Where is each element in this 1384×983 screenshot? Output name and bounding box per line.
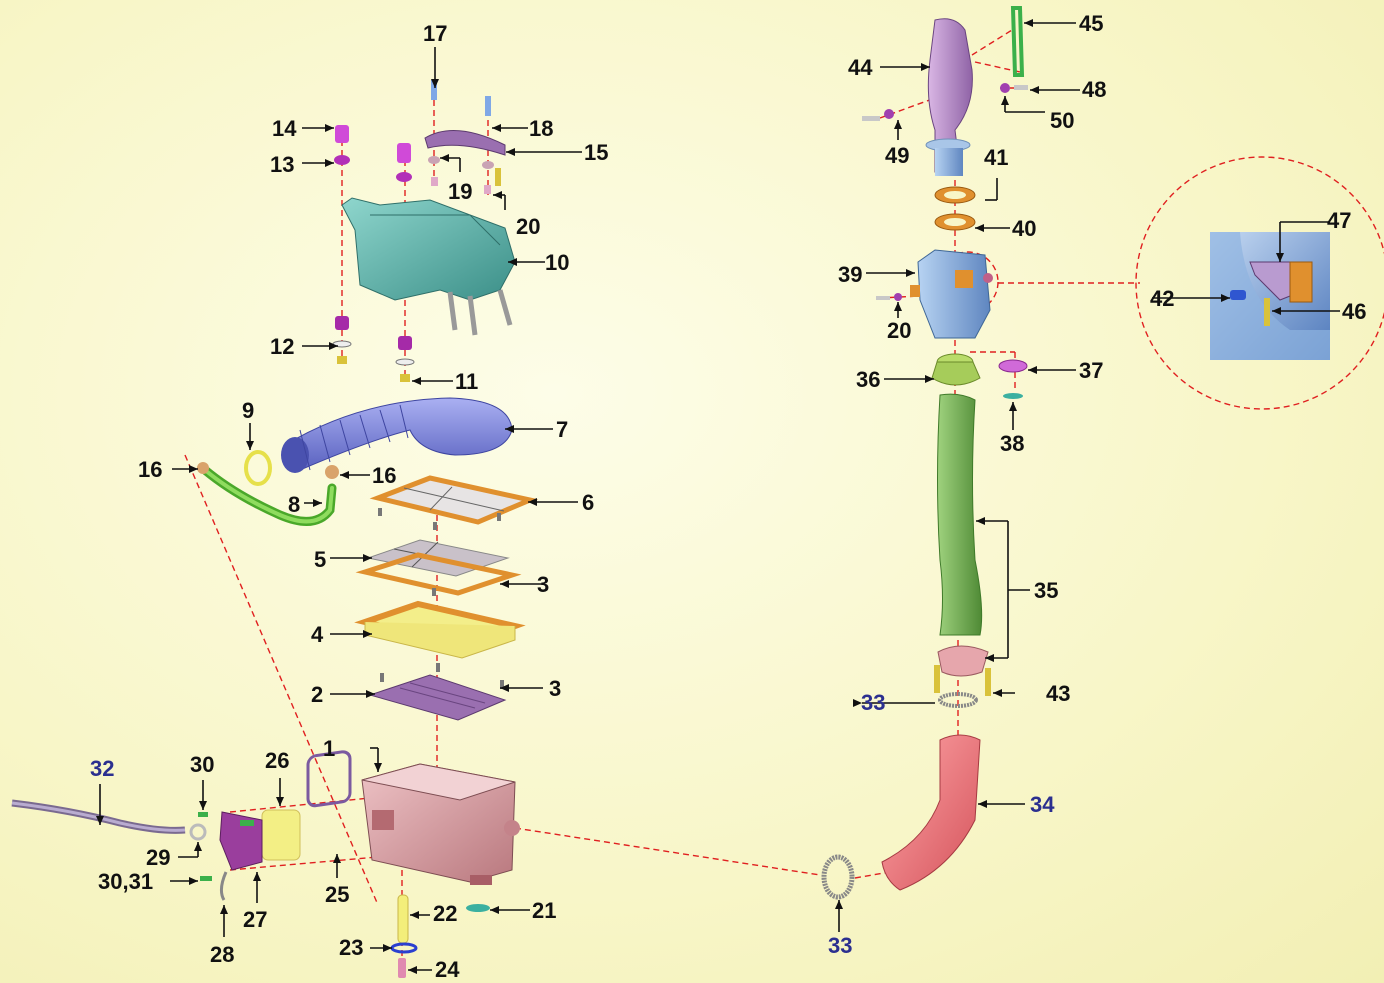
side-filter — [261, 809, 301, 861]
callout-46: 46 — [1342, 299, 1366, 324]
callout-30-31: 30,31 — [98, 869, 153, 894]
callout-15: 15 — [584, 140, 608, 165]
filter-tray — [368, 674, 507, 721]
callout-3-lower: 3 — [549, 676, 561, 701]
air-filter-element — [354, 600, 526, 659]
callout-12: 12 — [270, 334, 294, 359]
callout-36: 36 — [856, 367, 880, 392]
callout-26: 26 — [265, 748, 289, 773]
air-box-cover — [341, 197, 516, 336]
callout-17: 17 — [423, 21, 447, 46]
drain-tube — [397, 894, 409, 944]
throttle-body — [910, 249, 993, 339]
filter-frame — [355, 552, 522, 596]
callout-37: 37 — [1079, 358, 1103, 383]
intake-duct — [281, 397, 513, 473]
callout-27: 27 — [243, 907, 267, 932]
callout-10: 10 — [545, 250, 569, 275]
callout-33-lower: 33 — [828, 933, 852, 958]
callout-43: 43 — [1046, 681, 1070, 706]
callout-9: 9 — [242, 398, 254, 423]
callout-42: 42 — [1150, 286, 1174, 311]
callout-18: 18 — [529, 116, 553, 141]
callout-49: 49 — [885, 143, 909, 168]
callout-11: 11 — [455, 369, 478, 394]
side-cover — [219, 811, 263, 871]
callout-19: 19 — [448, 179, 472, 204]
callout-4: 4 — [311, 622, 324, 647]
bracket-and-fasteners — [424, 80, 506, 194]
callout-1: 1 — [323, 736, 335, 761]
callout-5: 5 — [314, 547, 326, 572]
leader-lines — [96, 19, 1340, 974]
air-box-housing — [361, 763, 520, 885]
callout-7: 7 — [556, 417, 568, 442]
callout-48: 48 — [1082, 77, 1106, 102]
callout-8: 8 — [288, 492, 300, 517]
upper-intake-duct — [927, 18, 973, 173]
callout-20-right: 20 — [887, 318, 911, 343]
callout-23: 23 — [339, 935, 363, 960]
callout-20-left: 20 — [516, 214, 540, 239]
parts — [11, 6, 1330, 978]
callout-41: 41 — [984, 145, 1008, 170]
callout-28: 28 — [210, 942, 234, 967]
side-gasket — [306, 750, 352, 808]
callout-numbers: 1 2 3 3 4 5 6 7 8 9 10 11 12 13 14 15 16… — [90, 11, 1366, 982]
intake-snorkel — [937, 393, 983, 636]
callout-30: 30 — [190, 752, 214, 777]
hose-clamp-lower — [821, 854, 855, 900]
callout-25: 25 — [325, 882, 349, 907]
callout-13: 13 — [270, 152, 294, 177]
callout-22: 22 — [433, 901, 457, 926]
callout-47: 47 — [1327, 208, 1351, 233]
drain-grommet — [466, 904, 490, 912]
hose-clamp — [244, 450, 272, 486]
hose-clamp-upper — [938, 692, 978, 708]
callout-33-upper: 33 — [861, 690, 885, 715]
callout-50: 50 — [1050, 108, 1074, 133]
grommets — [332, 125, 415, 382]
top-seal — [1010, 6, 1025, 77]
callout-14: 14 — [272, 116, 297, 141]
callout-34: 34 — [1030, 792, 1055, 817]
callout-35: 35 — [1034, 578, 1058, 603]
callout-32: 32 — [90, 756, 114, 781]
throttle-boot — [931, 353, 981, 386]
callout-44: 44 — [848, 55, 873, 80]
callout-24: 24 — [435, 957, 460, 982]
callout-6: 6 — [582, 490, 594, 515]
callout-29: 29 — [146, 845, 170, 870]
flange — [937, 645, 989, 677]
callout-16-left: 16 — [138, 457, 162, 482]
callout-38: 38 — [1000, 431, 1024, 456]
dashed-guides — [184, 29, 1384, 975]
filter-frame-top — [369, 475, 539, 525]
callout-3-upper: 3 — [537, 572, 549, 597]
callout-39: 39 — [838, 262, 862, 287]
callout-21: 21 — [532, 898, 556, 923]
callout-40: 40 — [1012, 216, 1036, 241]
intake-elbow — [881, 734, 981, 891]
callout-16-right: 16 — [372, 463, 396, 488]
detail-inset — [1210, 232, 1330, 360]
callout-2: 2 — [311, 682, 323, 707]
callout-45: 45 — [1079, 11, 1103, 36]
